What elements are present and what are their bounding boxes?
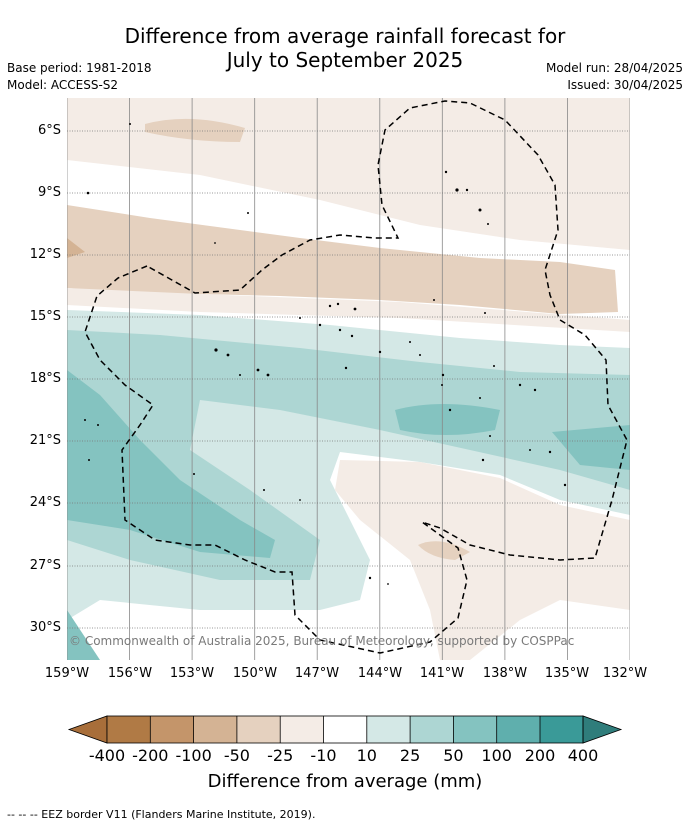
meta-left: Base period: 1981-2018 Model: ACCESS-S2 — [7, 60, 152, 94]
colorbar-bin — [107, 716, 151, 743]
colorbar-label: -10 — [310, 746, 337, 765]
colorbar-bin — [410, 716, 454, 743]
lat-label: 9°S — [37, 185, 61, 200]
lat-label: 21°S — [29, 433, 61, 448]
colorbar-label: 10 — [356, 746, 377, 765]
lon-label: 159°W — [44, 666, 90, 681]
colorbar-label: -400 — [88, 746, 126, 765]
lon-label: 153°W — [169, 666, 215, 681]
lat-label: 18°S — [29, 371, 61, 386]
base-period: Base period: 1981-2018 — [7, 61, 152, 75]
colorbar-label: -50 — [223, 746, 250, 765]
lat-label: 30°S — [29, 620, 61, 635]
dry-core-west — [67, 238, 85, 258]
dry-region-south — [335, 460, 630, 660]
colorbar-bin — [280, 716, 324, 743]
colorbar-label: -25 — [267, 746, 294, 765]
wet-core-southwest — [67, 610, 100, 660]
copyright-notice: © Commonwealth of Australia 2025, Bureau… — [69, 634, 575, 648]
dry-edge-mid — [67, 288, 630, 332]
title-line-2: July to September 2025 — [226, 48, 464, 72]
colorbar-bin — [236, 716, 281, 743]
colorbar-label: 50 — [443, 746, 464, 765]
lon-label: 144°W — [357, 666, 403, 681]
map-title: Difference from average rainfall forecas… — [0, 24, 690, 72]
title-line-1: Difference from average rainfall forecas… — [124, 24, 566, 48]
colorbar-bin — [453, 716, 497, 743]
dry-core-north — [145, 118, 245, 142]
dry-band-mid — [67, 205, 618, 314]
rainfall-anomaly-field — [67, 98, 630, 660]
colorbar-label: 100 — [481, 746, 512, 765]
colorbar-title: Difference from average (mm) — [207, 771, 483, 792]
wet-core-west — [67, 370, 275, 558]
islands — [84, 123, 567, 585]
colorbar — [67, 715, 623, 744]
model-run: Model run: 28/04/2025 — [545, 61, 683, 75]
lat-label: 15°S — [29, 309, 61, 324]
colorbar-label: 400 — [567, 746, 599, 765]
colorbar-label: -100 — [175, 746, 212, 765]
colorbar-bin — [193, 716, 237, 743]
colorbar-bin — [540, 716, 583, 743]
lon-label: 138°W — [482, 666, 528, 681]
colorbar-bin — [496, 716, 540, 743]
lon-label: 150°W — [232, 666, 278, 681]
eez-borders — [84, 100, 628, 654]
lat-label: 12°S — [29, 247, 61, 262]
colorbar-max-arrow — [582, 715, 623, 744]
dry-patch-south — [418, 541, 470, 560]
wet-core-far-east — [552, 425, 630, 470]
wet-core-east — [395, 404, 500, 435]
colorbar-bin — [323, 716, 367, 743]
lat-label: 24°S — [29, 495, 61, 510]
colorbar-bin — [150, 716, 194, 743]
model-name: Model: ACCESS-S2 — [7, 78, 119, 92]
lon-label: 147°W — [294, 666, 340, 681]
issued-date: Issued: 30/04/2025 — [567, 78, 683, 92]
lat-label: 6°S — [37, 123, 61, 138]
colorbar-min-arrow — [67, 715, 108, 744]
colorbar-label: -200 — [132, 746, 169, 765]
lon-label: 135°W — [544, 666, 590, 681]
lon-label: 132°W — [602, 666, 648, 681]
lon-label: 141°W — [419, 666, 465, 681]
lat-label: 27°S — [29, 558, 61, 573]
colorbar-label: 25 — [399, 746, 421, 765]
colorbar-bin — [366, 716, 411, 743]
lon-label: 156°W — [107, 666, 153, 681]
eez-legend-footnote: -- -- -- EEZ border V11 (Flanders Marine… — [7, 808, 316, 821]
meta-right: Model run: 28/04/2025 Issued: 30/04/2025 — [546, 60, 683, 94]
colorbar-label: 200 — [524, 746, 556, 765]
